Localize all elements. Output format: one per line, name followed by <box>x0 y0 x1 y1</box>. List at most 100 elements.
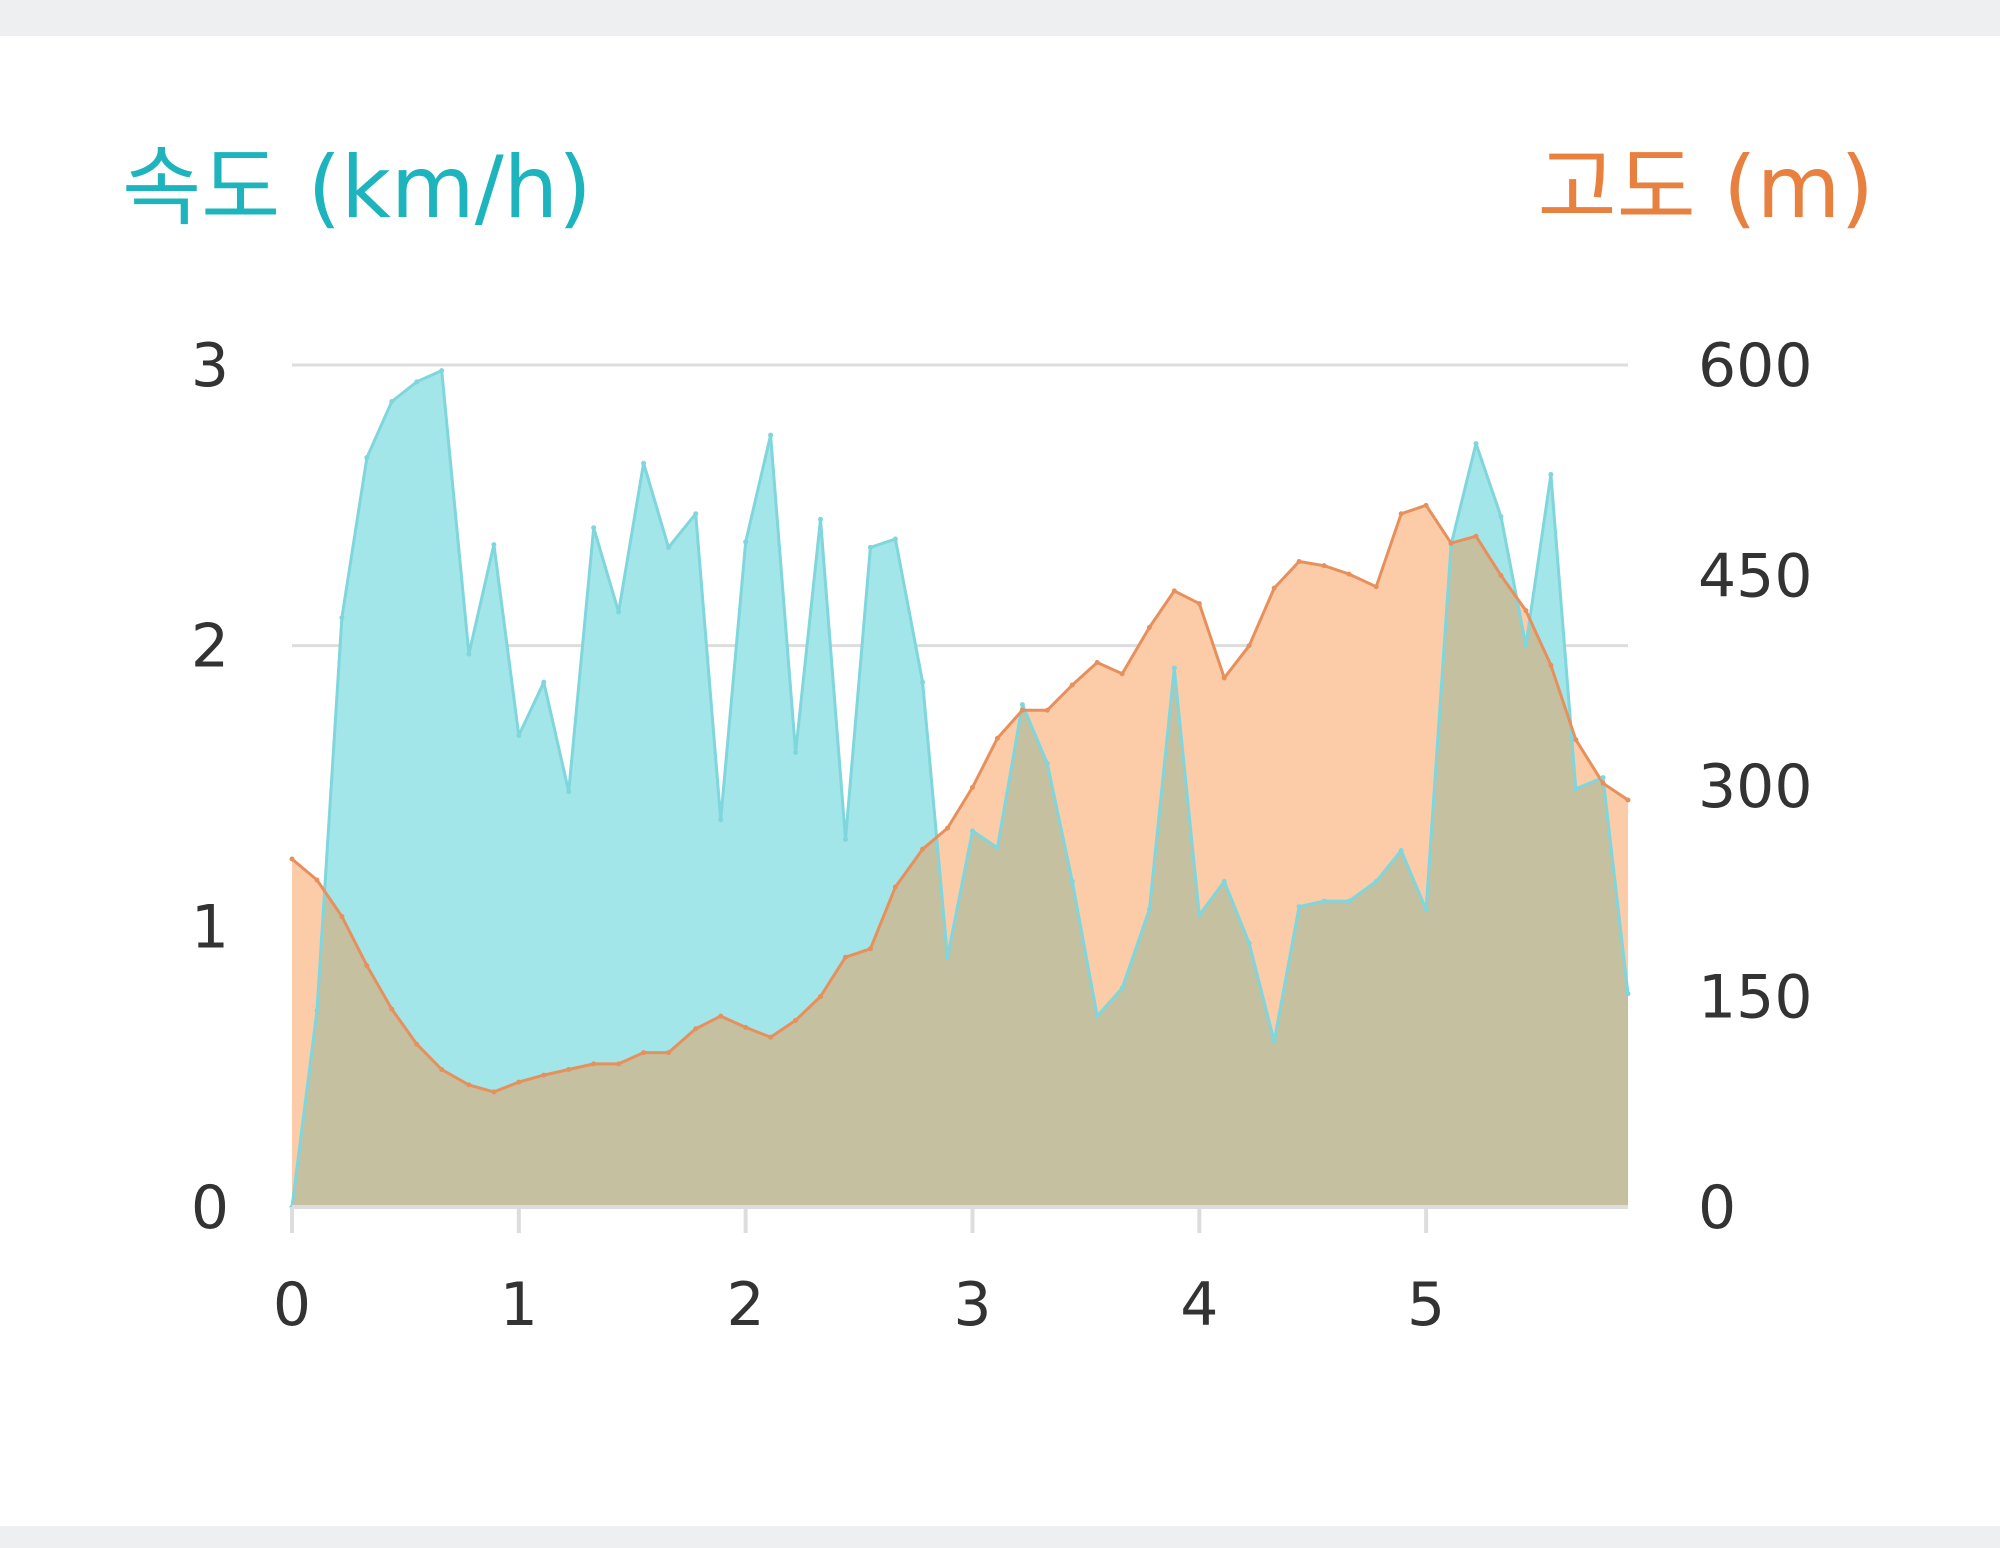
altitude-point <box>439 1066 445 1072</box>
speed-point <box>1346 898 1352 904</box>
speed-point <box>1321 898 1327 904</box>
altitude-point <box>1246 643 1252 649</box>
speed-point <box>491 542 497 548</box>
y-right-tick-label: 600 <box>1698 331 1813 401</box>
speed-point <box>743 539 749 545</box>
speed-point <box>892 536 898 542</box>
altitude-point <box>818 994 824 999</box>
speed-point <box>693 511 699 517</box>
altitude-point <box>969 784 975 790</box>
speed-point <box>1221 878 1227 884</box>
x-tick-label: 0 <box>273 1270 311 1340</box>
altitude-line <box>291 503 1629 1094</box>
altitude-point <box>1221 675 1227 681</box>
speed-point <box>1548 471 1554 477</box>
altitude-point <box>566 1066 572 1072</box>
speed-point <box>566 789 572 795</box>
speed-point <box>1271 1038 1277 1044</box>
y-right-tick-label: 450 <box>1698 542 1813 612</box>
speed-point <box>364 455 370 461</box>
x-tick-label: 1 <box>500 1270 538 1340</box>
y-left-tick-label: 1 <box>191 892 229 962</box>
altitude-point <box>1146 624 1152 630</box>
altitude-point <box>945 825 951 831</box>
y-left-tick-label: 0 <box>191 1173 229 1243</box>
speed-point <box>1296 904 1302 910</box>
speed-point <box>1246 940 1252 946</box>
speed-point <box>666 544 672 550</box>
speed-point <box>1523 643 1529 649</box>
altitude-point <box>414 1041 420 1047</box>
altitude-point <box>1473 533 1479 539</box>
altitude-point <box>1069 682 1075 688</box>
x-tick-label: 4 <box>1180 1270 1218 1340</box>
bottom-bar <box>0 1526 2000 1548</box>
top-bar <box>0 0 2000 36</box>
altitude-point <box>516 1079 522 1085</box>
speed-point <box>541 679 547 685</box>
speed-point <box>1119 985 1125 991</box>
altitude-point <box>339 914 345 920</box>
speed-point <box>616 609 622 615</box>
x-tick-label: 2 <box>727 1270 765 1340</box>
speed-point <box>466 651 472 657</box>
speed-point <box>1019 702 1025 708</box>
altitude-point <box>591 1061 597 1067</box>
speed-point <box>1171 665 1177 671</box>
altitude-point <box>1523 608 1529 614</box>
altitude-point <box>1094 660 1100 666</box>
speed-point <box>1044 761 1050 767</box>
speed-point <box>867 544 873 550</box>
x-tick-label: 3 <box>953 1270 991 1340</box>
altitude-point <box>1448 540 1454 546</box>
speed-point <box>1600 775 1606 781</box>
altitude-point <box>1423 502 1429 508</box>
speed-point <box>793 749 799 755</box>
y-right-tick-label: 150 <box>1698 963 1813 1033</box>
speed-point <box>516 732 522 738</box>
altitude-point <box>1625 797 1631 803</box>
speed-point <box>339 615 345 621</box>
altitude-point <box>892 884 898 890</box>
altitude-point <box>793 1017 799 1023</box>
speed-point <box>1196 912 1202 918</box>
altitude-point <box>666 1050 672 1056</box>
altitude-point <box>842 954 848 960</box>
altitude-point <box>1196 601 1202 607</box>
altitude-point <box>541 1072 547 1078</box>
altitude-point <box>1271 585 1277 591</box>
altitude-point <box>768 1034 774 1040</box>
speed-point <box>439 368 445 374</box>
altitude-point <box>1321 563 1327 569</box>
altitude-point <box>743 1024 749 1030</box>
speed-point <box>1625 991 1631 997</box>
altitude-point <box>994 735 1000 741</box>
speed-point <box>920 679 926 685</box>
y-left-tick-label: 2 <box>191 612 229 682</box>
altitude-point <box>1548 662 1554 668</box>
altitude-point <box>693 1026 699 1032</box>
speed-point <box>969 828 975 834</box>
speed-point <box>718 817 724 823</box>
speed-point <box>591 525 597 531</box>
speed-point <box>842 836 848 842</box>
speed-point <box>1573 786 1579 792</box>
altitude-point <box>718 1013 724 1019</box>
altitude-point <box>466 1082 472 1088</box>
y-right-tick-label: 300 <box>1698 752 1813 822</box>
speed-line <box>290 369 1630 1208</box>
y-left-tick-label: 3 <box>191 331 229 401</box>
speed-point <box>1373 878 1379 884</box>
altitude-point <box>641 1050 647 1056</box>
speed-point <box>768 432 774 438</box>
altitude-point <box>1398 511 1404 517</box>
altitude-point <box>289 856 295 862</box>
altitude-point <box>616 1061 622 1067</box>
speed-point <box>641 460 647 466</box>
speed-point <box>1146 906 1152 912</box>
altitude-point <box>1044 707 1050 713</box>
speed-point <box>1498 514 1504 520</box>
y-right-tick-label: 0 <box>1698 1173 1736 1243</box>
speed-point <box>1473 441 1479 447</box>
